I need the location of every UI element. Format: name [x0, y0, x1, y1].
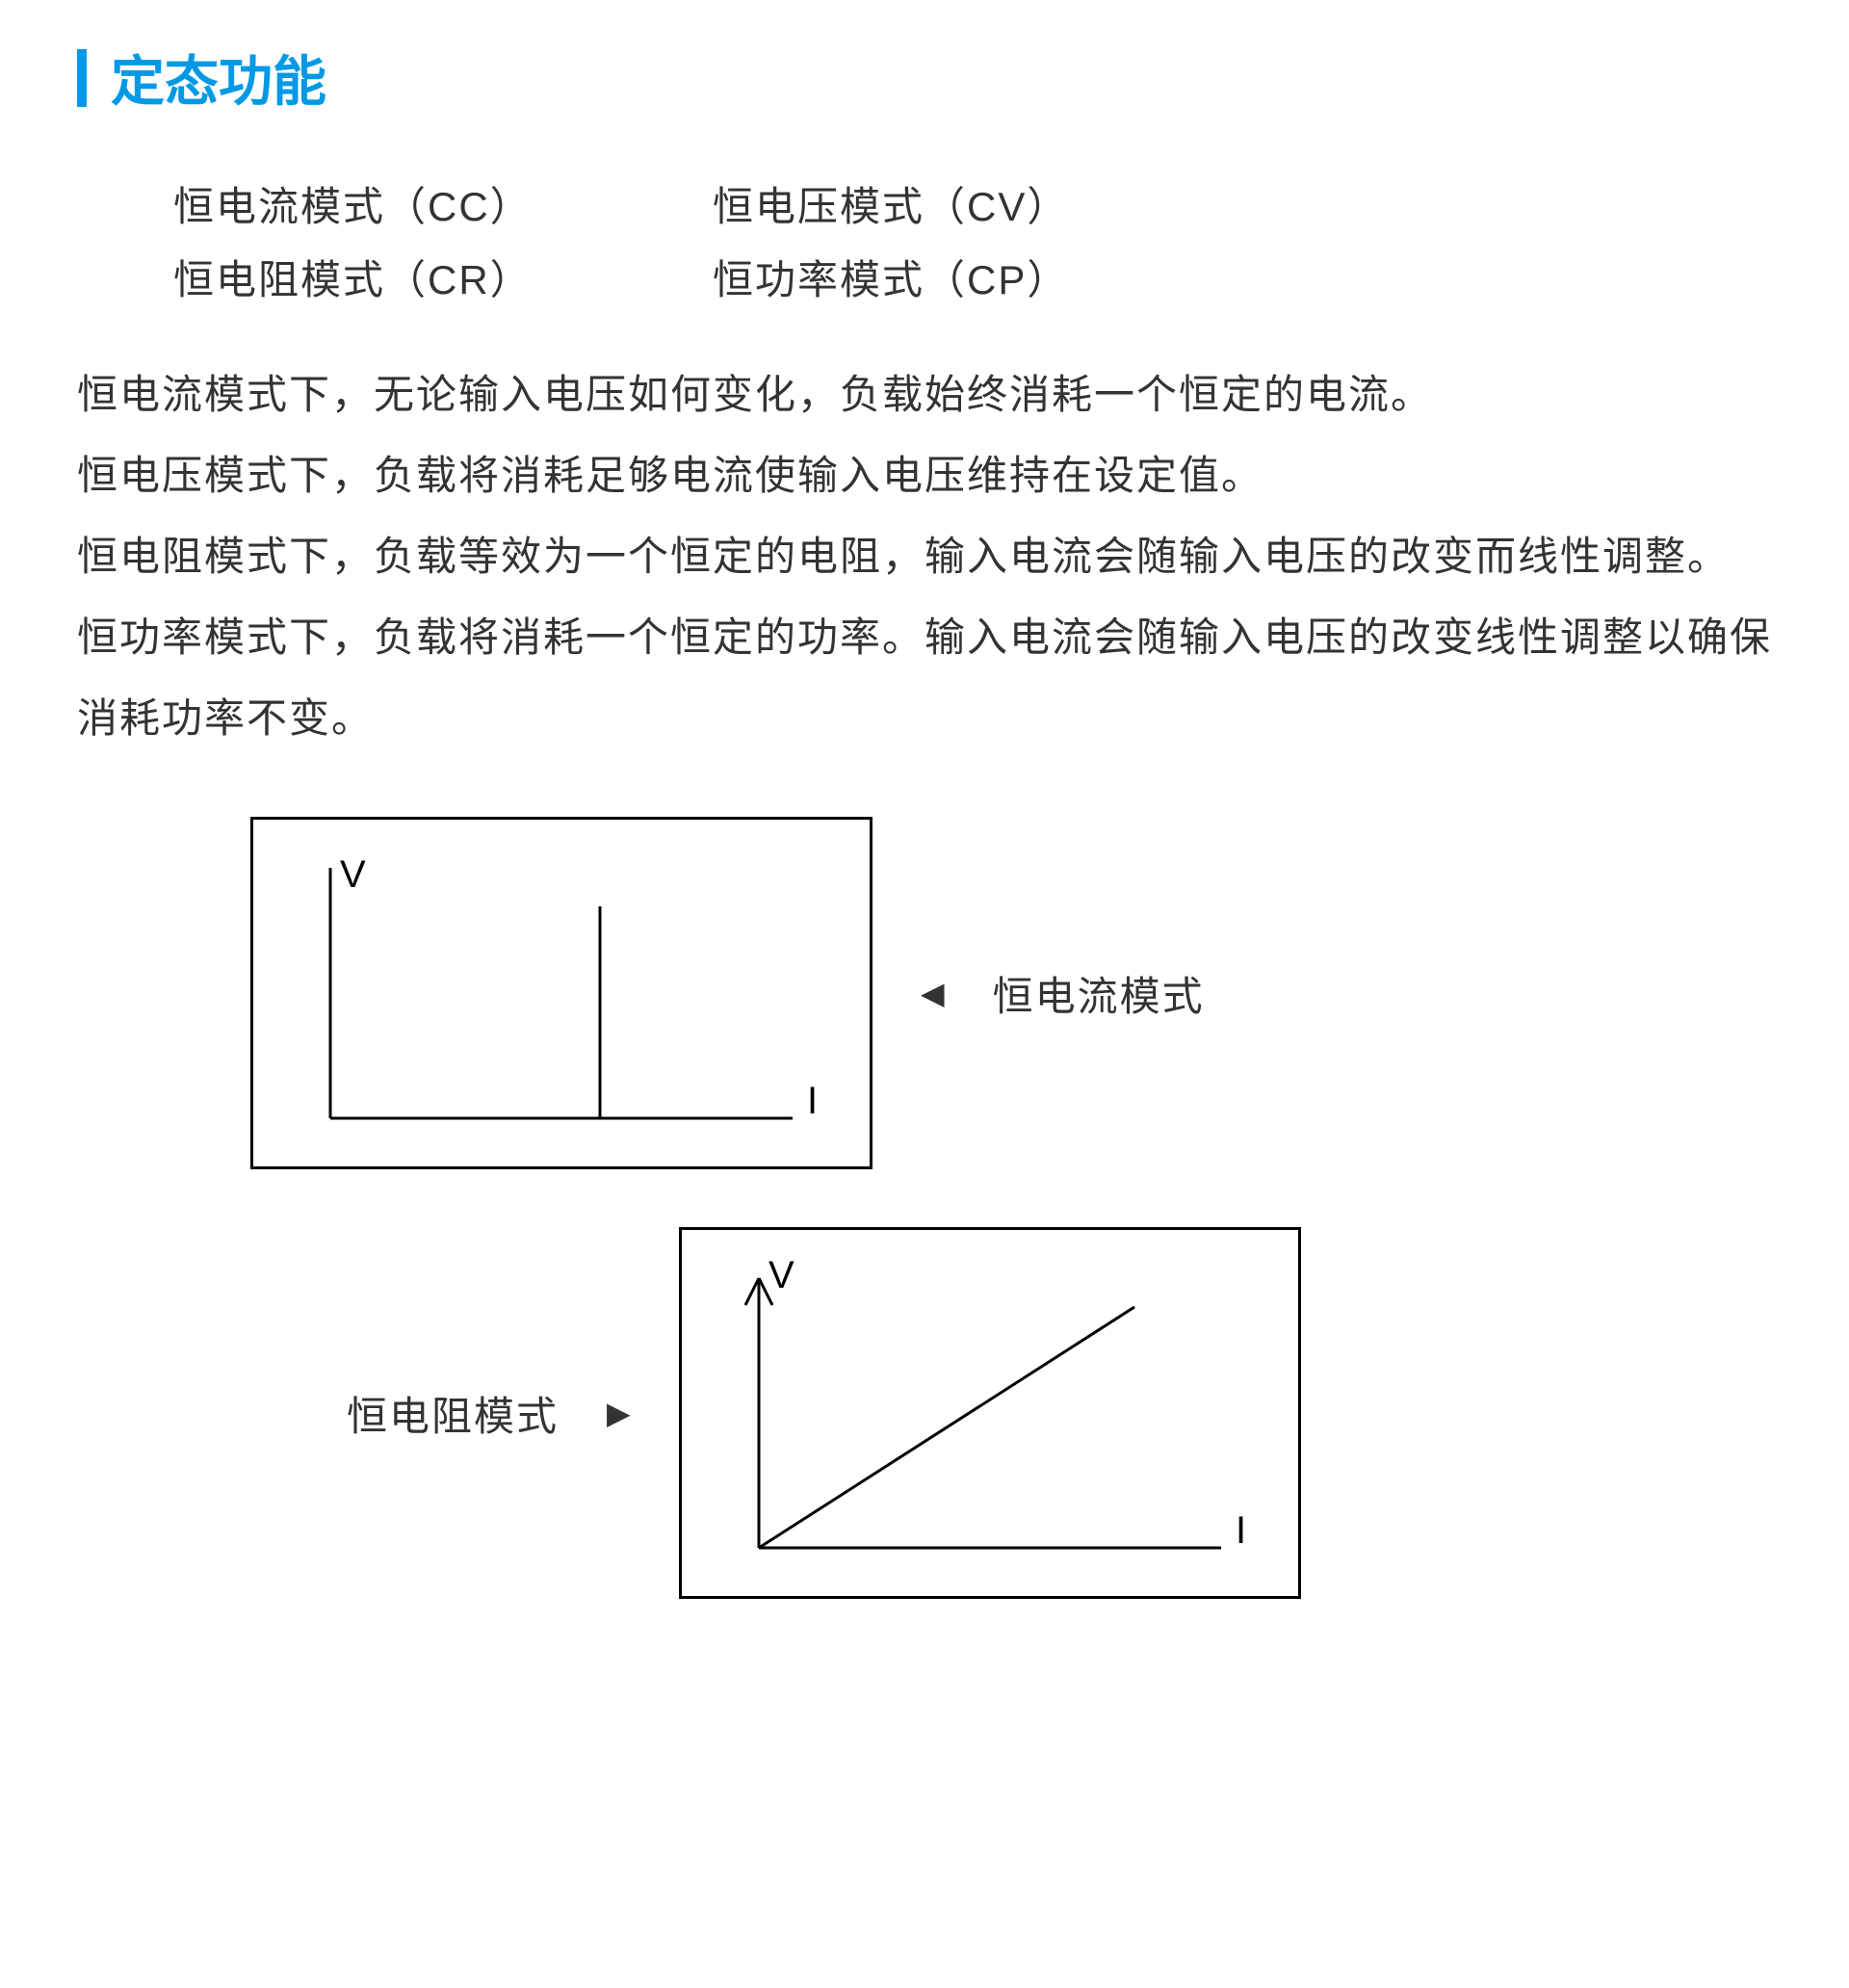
mode-row-1: 恒电流模式（CC） 恒电压模式（CV） [173, 174, 1772, 233]
mode-cc: 恒电流模式（CC） [173, 174, 713, 233]
diagram-cr-svg: VI [682, 1230, 1298, 1596]
svg-text:I: I [1236, 1509, 1246, 1552]
title-accent-bar [77, 49, 87, 107]
svg-text:V: V [768, 1254, 794, 1296]
mode-cp: 恒功率模式（CP） [713, 248, 1252, 306]
desc-cp: 恒功率模式下，负载将消耗一个恒定的功率。输入电流会随输入电压的改变线性调整以确保… [77, 597, 1772, 759]
diagram-cr-box: VI [679, 1227, 1301, 1599]
section-title: 定态功能 [77, 39, 1772, 117]
diagram-row-cr: 恒电阻模式 ▶ VI [77, 1227, 1772, 1599]
mode-cr: 恒电阻模式（CR） [173, 248, 713, 306]
desc-cc: 恒电流模式下，无论输入电压如何变化，负载始终消耗一个恒定的电流。 [77, 354, 1772, 435]
mode-cv: 恒电压模式（CV） [713, 174, 1252, 233]
arrow-right-icon: ▶ [607, 1395, 631, 1431]
diagram-cc-box: VI [250, 817, 872, 1169]
desc-cv: 恒电压模式下，负载将消耗足够电流使输入电压维持在设定值。 [77, 435, 1772, 516]
diagram-row-cc: VI ◀ 恒电流模式 [77, 817, 1772, 1169]
desc-cr: 恒电阻模式下，负载等效为一个恒定的电阻，输入电流会随输入电压的改变而线性调整。 [77, 516, 1772, 597]
title-text: 定态功能 [111, 39, 326, 117]
diagram-cc-svg: VI [253, 820, 870, 1166]
svg-text:I: I [807, 1080, 818, 1122]
mode-grid: 恒电流模式（CC） 恒电压模式（CV） 恒电阻模式（CR） 恒功率模式（CP） [77, 174, 1772, 306]
diagram-cc-label: 恒电流模式 [993, 964, 1205, 1023]
diagram-cr-label: 恒电阻模式 [347, 1384, 559, 1443]
mode-row-2: 恒电阻模式（CR） 恒功率模式（CP） [173, 248, 1772, 306]
description-block: 恒电流模式下，无论输入电压如何变化，负载始终消耗一个恒定的电流。 恒电压模式下，… [77, 354, 1772, 759]
svg-text:V: V [340, 853, 366, 896]
arrow-left-icon: ◀ [921, 975, 945, 1011]
